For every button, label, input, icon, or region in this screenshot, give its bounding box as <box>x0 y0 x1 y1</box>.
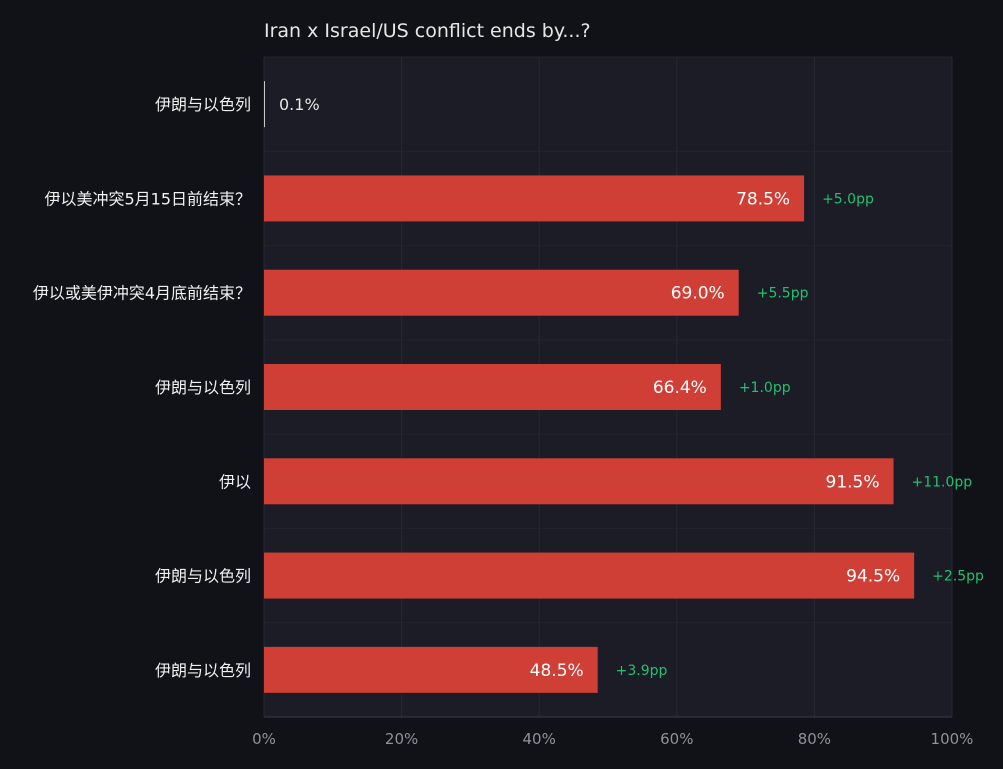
grid-lines <box>263 56 953 718</box>
bar-delta-label: +1.0pp <box>739 380 791 396</box>
x-tick-label: 40% <box>523 730 556 748</box>
bar-value-label: 66.4% <box>653 378 707 398</box>
bar-delta-label: +2.5pp <box>932 569 984 585</box>
x-tick-label: 80% <box>798 730 831 748</box>
bar <box>264 175 805 222</box>
bar-value-label: 91.5% <box>826 472 880 492</box>
category-label: 伊朗与以色列 <box>155 661 251 680</box>
category-label: 伊以 <box>219 472 251 491</box>
bar-value-label: 69.0% <box>671 284 725 304</box>
bars: 0.1% 78.5% +5.0pp 69.0% +5.5pp 66.4% +1.0pp 91.… <box>264 81 984 693</box>
x-axis-ticks: 0% 20% 40% 60% 80% 100% <box>252 730 973 748</box>
bar-delta-label: +5.5pp <box>757 286 809 302</box>
category-label: 伊以或美伊冲突4月底前结束？ <box>33 284 251 303</box>
bar-value-label: 48.5% <box>530 661 584 681</box>
category-label: 伊朗与以色列 <box>155 567 251 586</box>
bar-value-label: 0.1% <box>279 95 320 114</box>
bar-delta-label: +3.9pp <box>616 663 668 679</box>
category-label: 伊朗与以色列 <box>155 378 251 397</box>
x-tick-label: 100% <box>931 730 974 748</box>
x-tick-label: 0% <box>252 730 276 748</box>
bar <box>264 364 721 410</box>
bar-delta-label: +5.0pp <box>822 191 874 207</box>
x-tick-label: 60% <box>660 730 693 748</box>
category-labels: 伊朗与以色列伊以美冲突5月15日前结束？伊以或美伊冲突4月底前结束？伊朗与以色列… <box>33 95 251 680</box>
x-tick-label: 20% <box>385 730 418 748</box>
bar <box>264 646 598 693</box>
bar <box>264 552 915 599</box>
bar-value-label: 94.5% <box>846 567 900 587</box>
bar <box>264 269 739 316</box>
bar <box>264 81 265 128</box>
category-label: 伊朗与以色列 <box>155 95 251 114</box>
bar <box>264 458 894 505</box>
category-label: 伊以美冲突5月15日前结束？ <box>44 189 251 208</box>
chart-title: Iran x Israel/US conflict ends by...? <box>264 20 591 42</box>
bar-value-label: 78.5% <box>736 189 790 209</box>
bar-delta-label: +11.0pp <box>912 474 973 490</box>
